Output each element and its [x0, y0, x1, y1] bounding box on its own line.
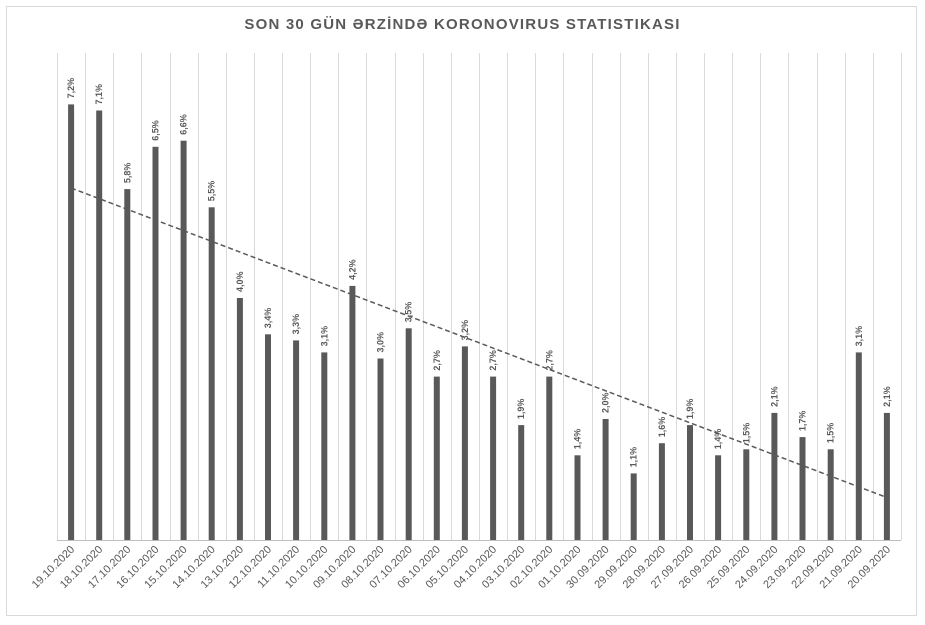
data-label: 6,6% — [179, 114, 189, 135]
data-label: 1,4% — [573, 429, 583, 450]
bar — [349, 285, 356, 540]
bar — [405, 328, 412, 541]
bar — [236, 298, 243, 540]
data-label: 3,3% — [291, 314, 301, 335]
bar — [518, 425, 525, 540]
data-label: 3,0% — [376, 332, 386, 353]
data-label: 1,9% — [516, 399, 526, 420]
bar — [546, 376, 553, 540]
bar — [152, 146, 159, 541]
data-label: 2,1% — [769, 386, 779, 407]
data-label: 7,1% — [94, 84, 104, 105]
bar — [658, 443, 665, 540]
bar — [433, 376, 440, 540]
bar — [602, 419, 609, 540]
data-label: 2,7% — [544, 350, 554, 371]
chart-title: SON 30 GÜN ƏRZİNDƏ KORONOVIRUS STATISTIK… — [244, 16, 681, 33]
data-label: 1,5% — [741, 423, 751, 444]
data-label: 6,5% — [151, 120, 161, 141]
data-label: 5,5% — [207, 181, 217, 202]
bar — [490, 376, 497, 540]
data-label: 7,2% — [66, 78, 76, 99]
bar — [180, 140, 187, 540]
data-label: 1,7% — [798, 411, 808, 432]
data-label: 3,2% — [460, 320, 470, 341]
data-label: 3,4% — [263, 308, 273, 329]
bar — [461, 346, 468, 540]
bar — [715, 455, 722, 540]
bar — [124, 189, 131, 540]
data-label: 3,1% — [319, 326, 329, 347]
bar — [743, 449, 750, 541]
bar — [771, 412, 778, 540]
trendline-line — [70, 187, 888, 499]
bar — [96, 110, 103, 540]
bar — [208, 207, 215, 541]
data-label: 3,5% — [404, 302, 414, 323]
bar — [630, 473, 637, 540]
data-label: 2,7% — [432, 350, 442, 371]
grid-lines — [57, 53, 902, 541]
bar — [321, 352, 328, 540]
data-label: 4,0% — [235, 271, 245, 292]
data-label: 3,1% — [854, 326, 864, 347]
bar — [68, 104, 75, 541]
data-label: 2,1% — [882, 386, 892, 407]
bar — [855, 352, 862, 540]
bar — [265, 334, 271, 540]
bars — [68, 104, 890, 541]
data-label: 2,7% — [488, 350, 498, 371]
data-label: 1,9% — [685, 399, 695, 420]
data-label: 2,0% — [601, 392, 611, 413]
bar — [574, 455, 581, 540]
data-labels: 7,2% 7,1% 5,8% 6,5% 6,6% 5,5% 4,0% 3,4% 3,3% 3,1%… — [66, 78, 892, 468]
data-label: 5,8% — [122, 163, 132, 184]
data-label: 1,5% — [826, 423, 836, 444]
bar — [883, 412, 890, 540]
bar — [293, 340, 300, 540]
bar — [377, 358, 384, 540]
data-label: 1,1% — [629, 447, 639, 468]
bar — [687, 425, 693, 540]
data-label: 1,6% — [657, 417, 667, 438]
data-label: 4,2% — [347, 259, 357, 280]
trendline — [70, 187, 888, 499]
data-label: 1,4% — [713, 429, 723, 450]
x-axis-tick-labels: 19.10.202018.10.202017.10.202016.10.2020… — [30, 544, 893, 591]
bar — [799, 437, 806, 540]
bar — [827, 449, 834, 541]
